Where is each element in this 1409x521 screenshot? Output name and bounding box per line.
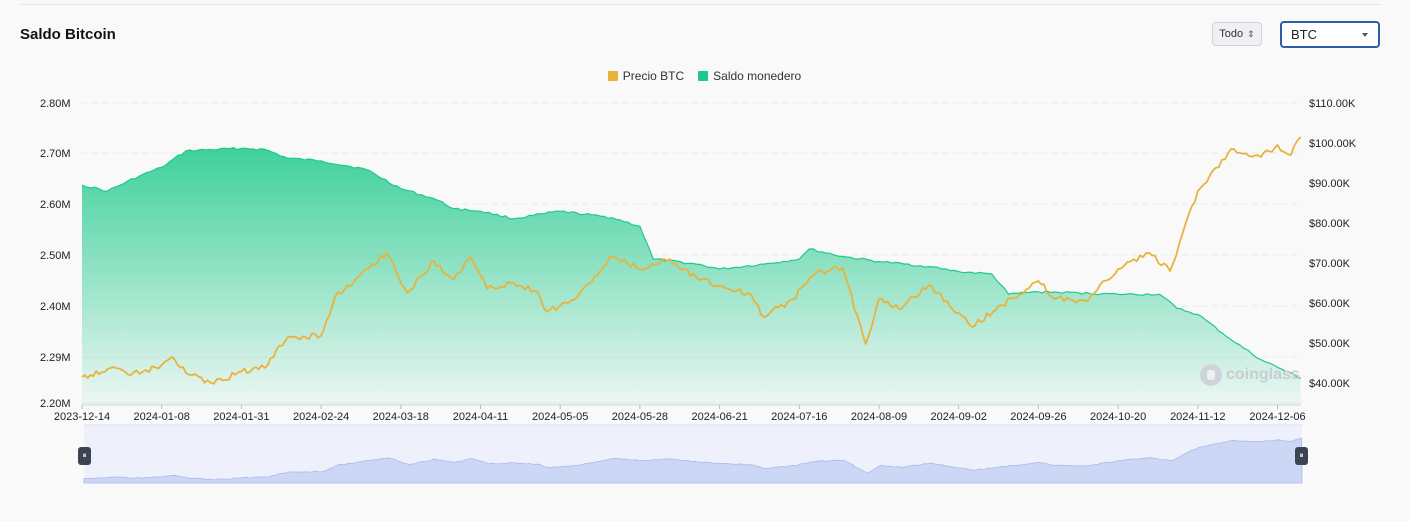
right-tick-label: $80.00K bbox=[1309, 218, 1351, 230]
right-tick-label: $70.00K bbox=[1309, 258, 1351, 270]
legend-swatch-price bbox=[607, 71, 618, 81]
x-tick-label: 2024-04-11 bbox=[453, 411, 508, 423]
right-tick-label: $40.00K bbox=[1309, 378, 1351, 390]
x-tick-label: 2023-12-14 bbox=[54, 411, 110, 423]
right-tick-label: $100.00K bbox=[1309, 138, 1357, 150]
x-tick-label: 2024-10-20 bbox=[1090, 411, 1146, 423]
x-tick-label: 2024-12-06 bbox=[1249, 411, 1305, 423]
left-tick-label: 2.70M bbox=[40, 148, 71, 160]
price-line bbox=[81, 136, 1302, 385]
page-title: Saldo Bitcoin bbox=[20, 26, 116, 43]
x-tick-label: 2024-11-12 bbox=[1170, 411, 1225, 423]
right-tick-label: $90.00K bbox=[1309, 178, 1351, 190]
x-tick-label: 2024-05-28 bbox=[612, 411, 668, 423]
x-tick-label: 2024-07-16 bbox=[771, 411, 827, 423]
right-tick-label: $110.00K bbox=[1309, 98, 1356, 110]
left-tick-label: 2.29M bbox=[40, 352, 71, 364]
x-axis-ticks: 2023-12-14 2024-01-08 2024-01-31 2024-02-24… bbox=[54, 405, 1306, 423]
coinglass-logo-icon bbox=[1200, 364, 1222, 386]
coinglass-watermark: coinglass bbox=[1200, 364, 1300, 386]
right-axis-ticks: $110.00K $100.00K $90.00K $80.00K $70.00K $60… bbox=[1309, 98, 1357, 390]
legend-label-balance: Saldo monedero bbox=[713, 69, 802, 83]
right-tick-label: $50.00K bbox=[1309, 338, 1351, 350]
x-tick-label: 2024-01-08 bbox=[134, 411, 190, 423]
caret-down-icon bbox=[1362, 33, 1368, 37]
chart-legend: Precio BTC Saldo monedero bbox=[0, 69, 1409, 83]
x-tick-label: 2024-08-09 bbox=[851, 411, 907, 423]
legend-item-balance[interactable]: Saldo monedero bbox=[698, 69, 801, 83]
range-navigator[interactable] bbox=[83, 424, 1303, 484]
left-tick-label: 2.80M bbox=[40, 98, 71, 110]
legend-label-price: Precio BTC bbox=[622, 69, 685, 83]
watermark-text: coinglass bbox=[1226, 366, 1300, 383]
up-down-chevron-icon: ⇕ bbox=[1247, 28, 1255, 39]
price-line-layer bbox=[81, 136, 1302, 385]
range-selector-button[interactable]: Todo ⇕ bbox=[1212, 22, 1262, 46]
legend-swatch-balance bbox=[698, 71, 709, 81]
navigator-right-handle[interactable]: ⏸ bbox=[1295, 447, 1308, 465]
asset-select[interactable]: BTC bbox=[1280, 21, 1380, 48]
right-tick-label: $60.00K bbox=[1309, 298, 1351, 310]
left-tick-label: 2.60M bbox=[40, 199, 71, 211]
balance-area bbox=[82, 147, 1301, 405]
navigator-series-area bbox=[83, 437, 1303, 484]
range-selector-label: Todo bbox=[1219, 28, 1244, 40]
x-tick-label: 2024-02-24 bbox=[293, 411, 349, 423]
left-tick-label: 2.40M bbox=[40, 301, 71, 313]
x-tick-label: 2024-05-05 bbox=[532, 411, 588, 423]
asset-select-value: BTC bbox=[1291, 27, 1317, 42]
left-axis-ticks: 2.80M 2.70M 2.60M 2.50M 2.40M 2.29M 2.20M bbox=[40, 98, 71, 410]
legend-item-price[interactable]: Precio BTC bbox=[607, 69, 685, 83]
left-tick-label: 2.20M bbox=[40, 398, 71, 410]
balance-area-layer bbox=[81, 146, 1301, 405]
navigator-left-handle[interactable]: ⏸ bbox=[78, 447, 91, 465]
x-tick-label: 2024-03-18 bbox=[373, 411, 429, 423]
left-tick-label: 2.50M bbox=[40, 250, 71, 262]
top-divider bbox=[20, 4, 1382, 5]
x-tick-label: 2024-09-26 bbox=[1010, 411, 1066, 423]
x-tick-label: 2024-01-31 bbox=[213, 411, 269, 423]
x-tick-label: 2024-06-21 bbox=[691, 411, 747, 423]
x-tick-label: 2024-09-02 bbox=[931, 411, 987, 423]
